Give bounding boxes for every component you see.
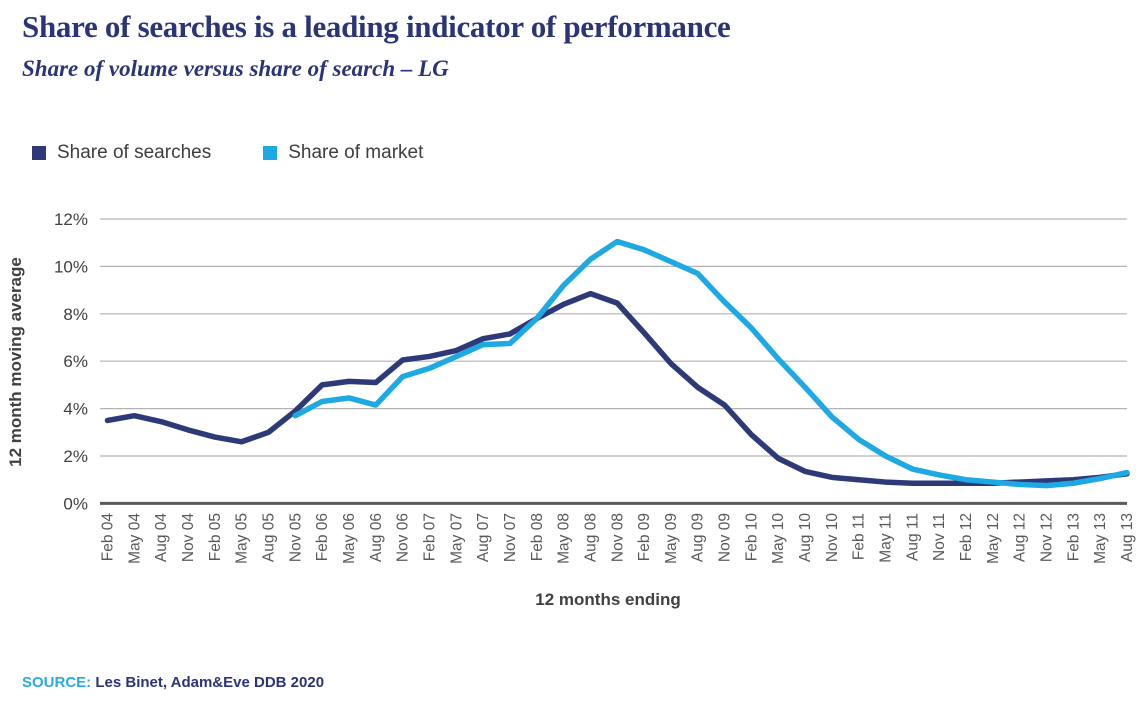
x-tick-label: May 06	[341, 513, 358, 564]
y-tick-label: 8%	[63, 305, 88, 324]
y-tick-label: 12%	[54, 210, 88, 229]
legend-label: Share of market	[288, 142, 424, 163]
page-title: Share of searches is a leading indicator…	[22, 9, 731, 44]
x-tick-label: May 10	[770, 513, 787, 564]
x-tick-label: Nov 09	[717, 513, 734, 562]
series-line-share-of-searches	[104, 290, 1130, 487]
x-tick-label: Nov 05	[287, 513, 304, 562]
x-tick-label: Feb 12	[958, 513, 975, 561]
x-tick-label: Nov 07	[502, 513, 519, 562]
y-tick-label: 4%	[63, 400, 88, 419]
x-tick-label: Aug 06	[368, 513, 385, 562]
x-tick-label: Feb 10	[743, 513, 760, 562]
x-tick-label: Nov 04	[180, 513, 197, 562]
x-tick-label: Aug 07	[475, 513, 492, 562]
y-axis-title: 12 month moving average	[6, 257, 25, 467]
x-tick-label: May 04	[126, 513, 143, 564]
legend-item-share-of-market: Share of market	[263, 142, 423, 164]
x-tick-label: Aug 09	[690, 513, 707, 562]
y-tick-label: 10%	[54, 257, 88, 276]
y-tick-label: 2%	[63, 447, 88, 466]
x-tick-label: May 05	[234, 513, 251, 564]
share-of-searches-swatch-icon	[32, 146, 46, 160]
legend-item-share-of-searches: Share of searches	[32, 142, 211, 164]
legend-label: Share of searches	[57, 142, 212, 163]
x-tick-label: Aug 04	[153, 513, 170, 563]
x-tick-label: Feb 13	[1065, 513, 1082, 561]
source-label: SOURCE:	[22, 674, 92, 691]
x-tick-label: Feb 07	[421, 513, 438, 561]
x-tick-label: May 09	[663, 513, 680, 564]
x-tick-label: Feb 06	[314, 513, 331, 561]
x-tick-label: Feb 08	[529, 513, 546, 561]
x-tick-label: May 11	[878, 513, 895, 563]
x-tick-label: Feb 09	[636, 513, 653, 561]
source-note: SOURCE: Les Binet, Adam&Eve DDB 2020	[22, 674, 324, 691]
x-tick-label: May 12	[985, 513, 1002, 564]
x-tick-label: Nov 08	[609, 513, 626, 562]
x-tick-label: Aug 11	[904, 513, 921, 561]
chart-legend: Share of searches Share of market	[32, 142, 423, 164]
x-tick-label: Nov 10	[824, 513, 841, 562]
x-tick-label: Feb 04	[100, 513, 117, 562]
share-of-market-swatch-icon	[263, 146, 278, 160]
x-tick-label: Aug 08	[582, 513, 599, 562]
x-tick-label: Nov 12	[1039, 513, 1056, 562]
x-tick-label: Aug 12	[1012, 513, 1029, 562]
x-tick-label: Nov 06	[395, 513, 412, 562]
x-tick-label: May 13	[1092, 513, 1109, 564]
x-tick-label: May 07	[448, 513, 465, 564]
x-tick-label: Nov 11	[931, 513, 948, 561]
x-tick-label: Aug 05	[260, 513, 277, 562]
page-subtitle: Share of volume versus share of search –…	[22, 56, 449, 81]
series-line-share-of-market	[292, 238, 1130, 489]
x-tick-label: Feb 05	[207, 513, 224, 561]
x-axis-title: 12 months ending	[535, 590, 681, 609]
source-text: Les Binet, Adam&Eve DDB 2020	[95, 674, 325, 691]
y-tick-label: 0%	[63, 494, 88, 513]
x-tick-label: Aug 10	[797, 513, 814, 563]
y-tick-label: 6%	[63, 352, 88, 371]
x-tick-label: May 08	[556, 513, 573, 564]
x-tick-label: Aug 13	[1119, 513, 1136, 562]
x-tick-label: Feb 11	[851, 513, 868, 560]
